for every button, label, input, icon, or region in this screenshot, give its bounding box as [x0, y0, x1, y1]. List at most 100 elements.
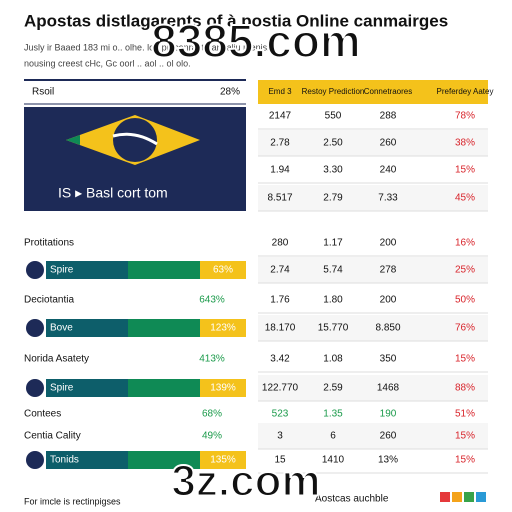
cell: 15: [274, 455, 286, 466]
cell: 2147: [269, 111, 292, 122]
bar-green: [128, 319, 200, 337]
bar-value: 139%: [210, 383, 236, 394]
bar-teal: [46, 261, 128, 279]
column-header: Restoy Prediction: [302, 87, 365, 96]
bar-yellow: [200, 379, 246, 397]
cell: 523: [272, 409, 289, 420]
column-header: Connetraores: [364, 87, 412, 96]
row-label: Contees: [24, 409, 61, 420]
cell: 2.74: [270, 265, 290, 276]
row-value: 413%: [199, 354, 225, 365]
cell: 5.74: [323, 265, 343, 276]
cell: 190: [380, 409, 397, 420]
row-icon: [26, 379, 44, 397]
bar-label: Tonids: [50, 455, 79, 466]
cell: 2.50: [323, 138, 343, 149]
bar-value: 123%: [210, 323, 236, 334]
bar-label: Bove: [50, 323, 73, 334]
bar-teal: [46, 451, 128, 469]
cell: 78%: [455, 111, 475, 122]
flag-globe: [113, 118, 157, 162]
row-label: Protitations: [24, 238, 74, 249]
panel-value: 28%: [220, 87, 240, 98]
bar-teal: [46, 319, 128, 337]
bar-label: Spire: [50, 265, 74, 276]
rows: Emd 3 Restoy Prediction Connetraores Prefer…: [24, 87, 494, 474]
cell: 3.42: [270, 354, 290, 365]
cell: 260: [380, 138, 397, 149]
row-value: 49%: [202, 431, 222, 442]
cell: 7.33: [378, 193, 398, 204]
cell: 15.770: [318, 323, 349, 334]
cell: 38%: [455, 138, 475, 149]
cell: 278: [380, 265, 397, 276]
bar-label: Spire: [50, 383, 74, 394]
row-icon: [26, 451, 44, 469]
cell: 1.80: [323, 295, 343, 306]
row-band: [258, 315, 488, 341]
cell: 1468: [377, 383, 400, 394]
bar-green: [128, 379, 200, 397]
cell: 288: [380, 111, 397, 122]
cell: 200: [380, 238, 397, 249]
cell: 50%: [455, 295, 475, 306]
cell: 8.850: [375, 323, 400, 334]
cell: 3.30: [323, 165, 343, 176]
row-band: [258, 375, 488, 401]
cell: 1410: [322, 455, 345, 466]
cell: 350: [380, 354, 397, 365]
watermark: 3z.com: [171, 457, 320, 506]
cell: 2.78: [270, 138, 290, 149]
cell: 15%: [455, 165, 475, 176]
cell: 13%: [378, 455, 398, 466]
cell: 1.08: [323, 354, 343, 365]
icon: [464, 492, 474, 502]
footer-left: For imcle is rectinpigses: [24, 496, 121, 506]
table-header: [258, 80, 488, 104]
title: Apostas distlagarents of à postia Online…: [24, 11, 448, 30]
row-value: 68%: [202, 409, 222, 420]
cell: 200: [380, 295, 397, 306]
row-icon: [26, 261, 44, 279]
icon: [440, 492, 450, 502]
cell: 16%: [455, 238, 475, 249]
cell: 122.770: [262, 383, 299, 394]
row-band: [258, 257, 488, 283]
cell: 45%: [455, 193, 475, 204]
row-value: 643%: [199, 295, 225, 306]
subtitle: Jusly ir Baaed 183 mi o.. olhe. lo.. prl…: [24, 42, 274, 52]
cell: 18.170: [265, 323, 296, 334]
cell: 2.79: [323, 193, 343, 204]
icon: [452, 492, 462, 502]
footer-right: Aostcas auchble: [315, 494, 389, 505]
cell: 51%: [455, 409, 475, 420]
bar-value: 135%: [210, 455, 236, 466]
row-band: [258, 185, 488, 211]
cell: 1.17: [323, 238, 343, 249]
bar-yellow: [200, 261, 246, 279]
icon: [476, 492, 486, 502]
column-header: Preferdey Aatey: [437, 87, 494, 96]
cell: 280: [272, 238, 289, 249]
flag-band: [112, 132, 158, 146]
bar-green: [128, 261, 200, 279]
panel-label: Rsoil: [32, 87, 54, 98]
cell: 2.59: [323, 383, 343, 394]
banner-text: IS ▸ Basl cort tom: [58, 185, 168, 201]
cell: 3: [277, 431, 283, 442]
bar-green: [128, 451, 200, 469]
bar-yellow: [200, 319, 246, 337]
cell: 550: [325, 111, 342, 122]
row-band: [258, 423, 488, 449]
row-band: [258, 130, 488, 156]
watermark: 8385.com: [151, 15, 361, 67]
cell: 1.76: [270, 295, 290, 306]
cell: 6: [330, 431, 336, 442]
row-label: Centia Cality: [24, 431, 81, 442]
cell: 15%: [455, 455, 475, 466]
cell: 1.35: [323, 409, 343, 420]
cell: 240: [380, 165, 397, 176]
cell: 260: [380, 431, 397, 442]
